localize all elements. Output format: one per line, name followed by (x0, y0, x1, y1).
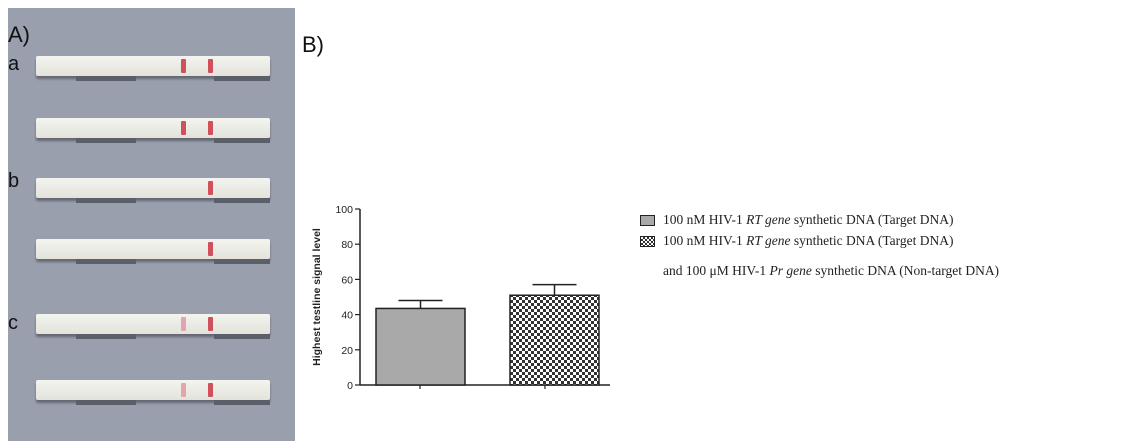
test-strip (36, 380, 270, 405)
strip-pad (76, 259, 136, 264)
strip-pad (76, 334, 136, 339)
y-tick-label: 80 (341, 239, 353, 251)
panel-a-label: A) (8, 22, 30, 47)
y-axis-title: Highest testline signal level (311, 228, 323, 366)
strip-pad (76, 76, 136, 81)
strip-pad (214, 198, 270, 203)
control-line-band (208, 317, 213, 331)
bar (509, 294, 600, 386)
legend-swatch-grey (640, 215, 655, 227)
legend-text-prefix: and 100 μM HIV-1 (663, 263, 770, 278)
legend-swatch-checker (640, 236, 655, 248)
y-tick-label: 20 (341, 345, 353, 357)
test-line-band (181, 383, 186, 397)
y-tick-label: 100 (335, 204, 353, 216)
legend-entry-target: 100 nM HIV-1 RT gene synthetic DNA (Targ… (640, 212, 954, 228)
strip-pad (76, 400, 136, 405)
test-strip (36, 178, 270, 203)
legend-text-suffix: synthetic DNA (Non-target DNA) (811, 263, 1000, 278)
test-strip (36, 239, 270, 264)
test-strip (36, 314, 270, 339)
control-line-band (208, 242, 213, 256)
legend-text-suffix: synthetic DNA (Target DNA) (790, 212, 954, 227)
strip-pad (76, 138, 136, 143)
strip-pad (214, 400, 270, 405)
control-line-band (208, 181, 213, 195)
strip-photo-panel (8, 8, 295, 441)
strip-group-label: c (8, 312, 18, 334)
strip-pad (214, 259, 270, 264)
legend-text-italic: Pr gene (769, 263, 812, 278)
strip-group-label: a (8, 53, 20, 75)
bar-chart: 0 20 40 60 80 100 Highest testline signal leve… (311, 204, 610, 392)
legend-text-prefix: 100 nM HIV-1 (663, 233, 747, 248)
test-line-band (181, 59, 186, 73)
bar (375, 307, 466, 386)
control-line-band (208, 121, 213, 135)
test-line-band (181, 317, 186, 331)
strip-pad (214, 138, 270, 143)
legend-continuation: and 100 μM HIV-1 Pr gene synthetic DNA (… (663, 263, 999, 279)
legend-text-italic: RT gene (746, 233, 791, 248)
legend-text-prefix: 100 nM HIV-1 (663, 212, 747, 227)
legend-text-italic: RT gene (746, 212, 791, 227)
y-tick-label: 60 (341, 274, 353, 286)
strip-group-label: b (8, 170, 20, 192)
strip-pad (214, 334, 270, 339)
panel-b-label: B) (302, 32, 324, 57)
legend-text-suffix: synthetic DNA (Target DNA) (790, 233, 954, 248)
control-line-band (208, 383, 213, 397)
y-tick-label: 40 (341, 310, 353, 322)
y-tick-label: 0 (347, 380, 353, 392)
test-line-band (181, 121, 186, 135)
test-strip (36, 56, 270, 81)
control-line-band (208, 59, 213, 73)
legend-entry-target-plus-nontarget: 100 nM HIV-1 RT gene synthetic DNA (Targ… (640, 233, 954, 249)
strip-pad (76, 198, 136, 203)
strip-pad (214, 76, 270, 81)
test-strip (36, 118, 270, 143)
